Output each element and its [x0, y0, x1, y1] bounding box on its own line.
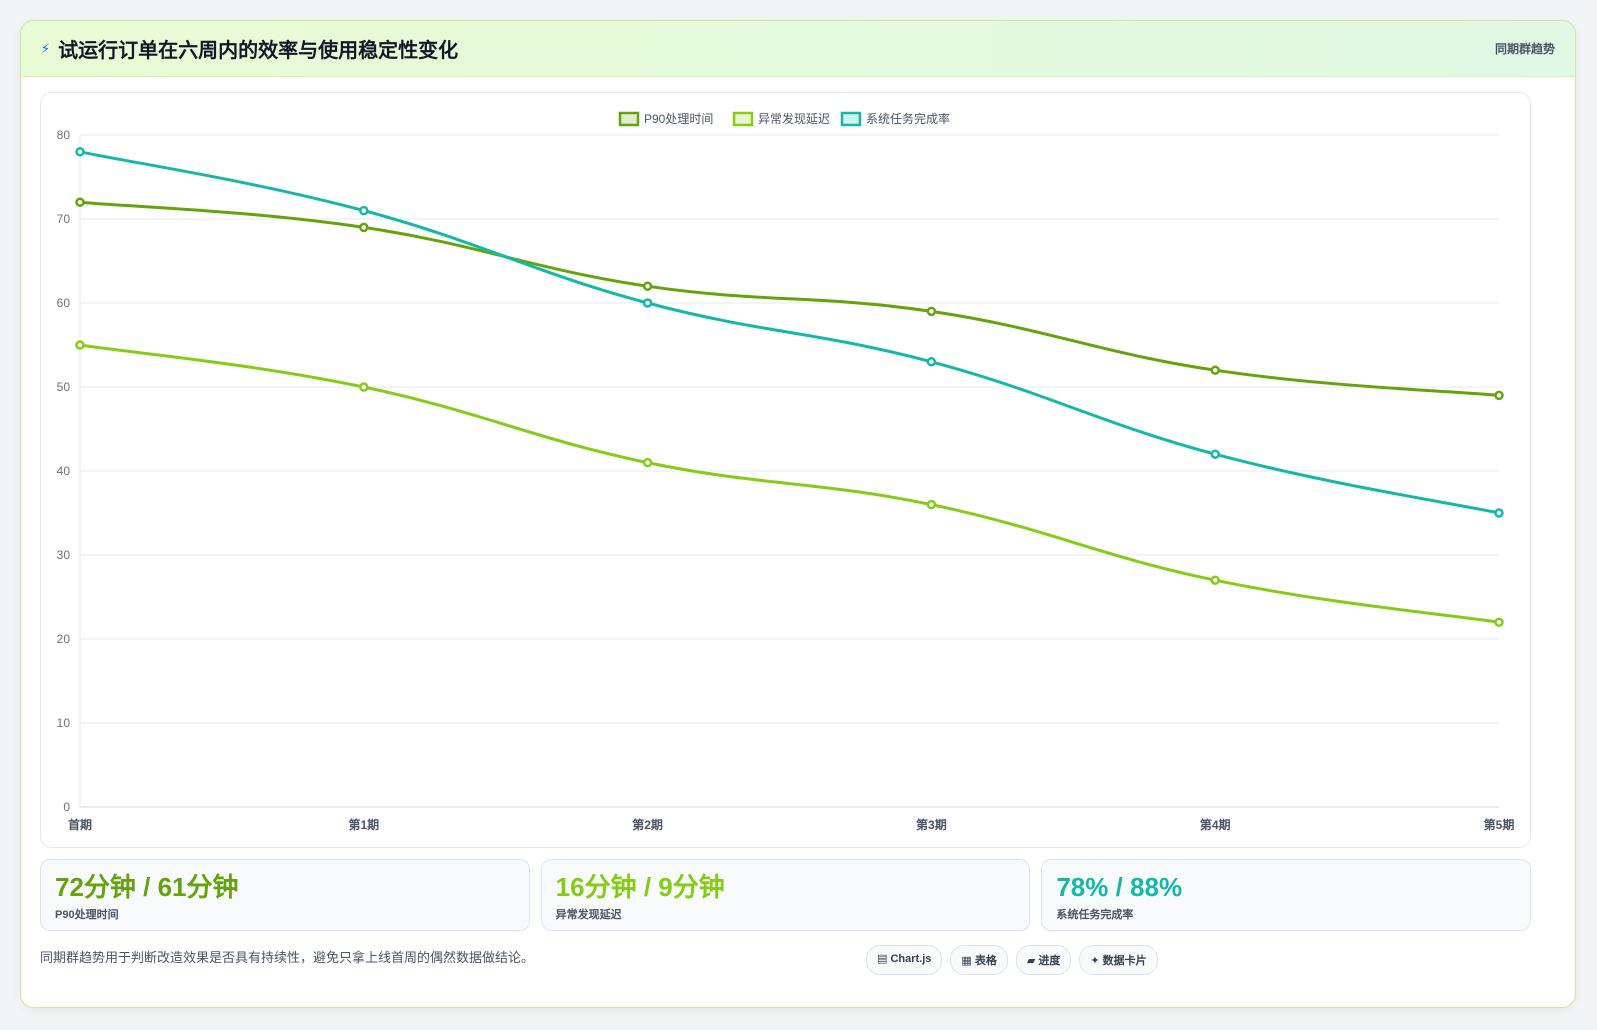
stat-value: 72分钟 / 61分钟: [55, 872, 239, 902]
series-line: [79, 343, 1500, 624]
data-point: [642, 298, 653, 308]
data-point: [1494, 390, 1504, 401]
card-footer: 同期群趋势用于判断改造效果是否具有持续性，避免只拿上线首周的偶然数据做结论。 ▤…: [40, 943, 1531, 977]
stats-row: 72分钟 / 61分钟 P90处理时间 16分钟 / 9分钟 异常发现延迟 78…: [40, 859, 1532, 931]
x-tick-label: 第5期: [1484, 817, 1515, 832]
badge-progress[interactable]: ▰ 进度: [1015, 945, 1072, 975]
data-point: [1210, 449, 1220, 459]
data-point: [359, 382, 369, 392]
tech-badges: ▤ Chart.js ▦ 表格 ▰ 进度 ✦ 数据卡片: [866, 945, 1158, 975]
data-point: [359, 205, 369, 216]
chart-card: ⚡ 试运行订单在六周内的效率与使用稳定性变化 同期群趋势 0 10 20 30 40 50…: [20, 20, 1576, 1008]
data-point: [926, 306, 937, 317]
data-point: [1210, 575, 1220, 585]
legend-label: 异常发现延迟: [758, 111, 830, 126]
data-point: [75, 197, 85, 207]
y-tick-label: 70: [57, 212, 71, 226]
y-tick-label: 50: [57, 380, 71, 394]
card-header: ⚡ 试运行订单在六周内的效率与使用稳定性变化 同期群趋势: [21, 21, 1575, 77]
y-tick-label: 30: [57, 548, 71, 562]
legend-label: P90处理时间: [644, 112, 713, 126]
data-point: [75, 340, 85, 350]
badge-data-card[interactable]: ✦ 数据卡片: [1079, 945, 1158, 975]
data-point: [359, 222, 369, 233]
footer-note: 同期群趋势用于判断改造效果是否具有持续性，避免只拿上线首周的偶然数据做结论。: [40, 950, 535, 965]
series-line: [79, 200, 1500, 397]
y-tick-label: 80: [57, 128, 71, 142]
series-line: [79, 150, 1500, 515]
legend-swatch: [840, 111, 862, 127]
y-tick-label: 10: [57, 716, 71, 730]
x-tick-label: 第4期: [1200, 817, 1231, 832]
stat-label: P90处理时间: [55, 909, 119, 921]
stat-value: 16分钟 / 9分钟: [555, 872, 725, 902]
legend-swatch: [618, 111, 640, 127]
data-point: [926, 357, 937, 367]
x-tick-label: 第1期: [348, 817, 379, 832]
y-tick-label: 20: [57, 632, 71, 646]
stat-label: 异常发现延迟: [555, 909, 622, 921]
data-point: [1494, 617, 1504, 627]
stat-value: 78% / 88%: [1056, 872, 1183, 902]
data-point: [642, 457, 653, 468]
page-title: 试运行订单在六周内的效率与使用稳定性变化: [58, 40, 459, 62]
stat-card-p90: 72分钟 / 61分钟 P90处理时间: [40, 859, 530, 931]
chart-container: 0 10 20 30 40 50 60 70 80 首期 第1期 第2期 第3期 第4期 第5期 P90处理时…: [40, 92, 1531, 848]
data-point: [1210, 365, 1220, 375]
data-point: [642, 281, 653, 291]
badge-chartjs[interactable]: ▤ Chart.js: [866, 945, 943, 975]
y-tick-label: 0: [63, 800, 70, 814]
x-tick-label: 第2期: [632, 817, 663, 832]
bolt-icon: ⚡: [41, 40, 51, 56]
line-chart: 0 10 20 30 40 50 60 70 80 首期 第1期 第2期 第3期 第4期 第5期 P90处理时…: [57, 111, 1515, 832]
data-point: [75, 147, 85, 157]
title-wrap: ⚡ 试运行订单在六周内的效率与使用稳定性变化: [41, 34, 458, 63]
y-tick-label: 40: [57, 464, 71, 478]
stat-label: 系统任务完成率: [1056, 909, 1134, 921]
badge-table[interactable]: ▦ 表格: [950, 945, 1008, 975]
x-tick-label: 首期: [68, 817, 92, 832]
stat-card-delay: 16分钟 / 9分钟 异常发现延迟: [540, 859, 1031, 931]
legend-label: 系统任务完成率: [866, 111, 950, 126]
y-tick-label: 60: [57, 296, 71, 310]
data-point: [926, 499, 937, 510]
stat-card-completion: 78% / 88% 系统任务完成率: [1041, 859, 1532, 931]
legend-swatch: [732, 111, 754, 127]
header-tag: 同期群趋势: [1494, 42, 1555, 56]
x-tick-label: 第3期: [916, 817, 947, 832]
data-point: [1494, 508, 1504, 518]
